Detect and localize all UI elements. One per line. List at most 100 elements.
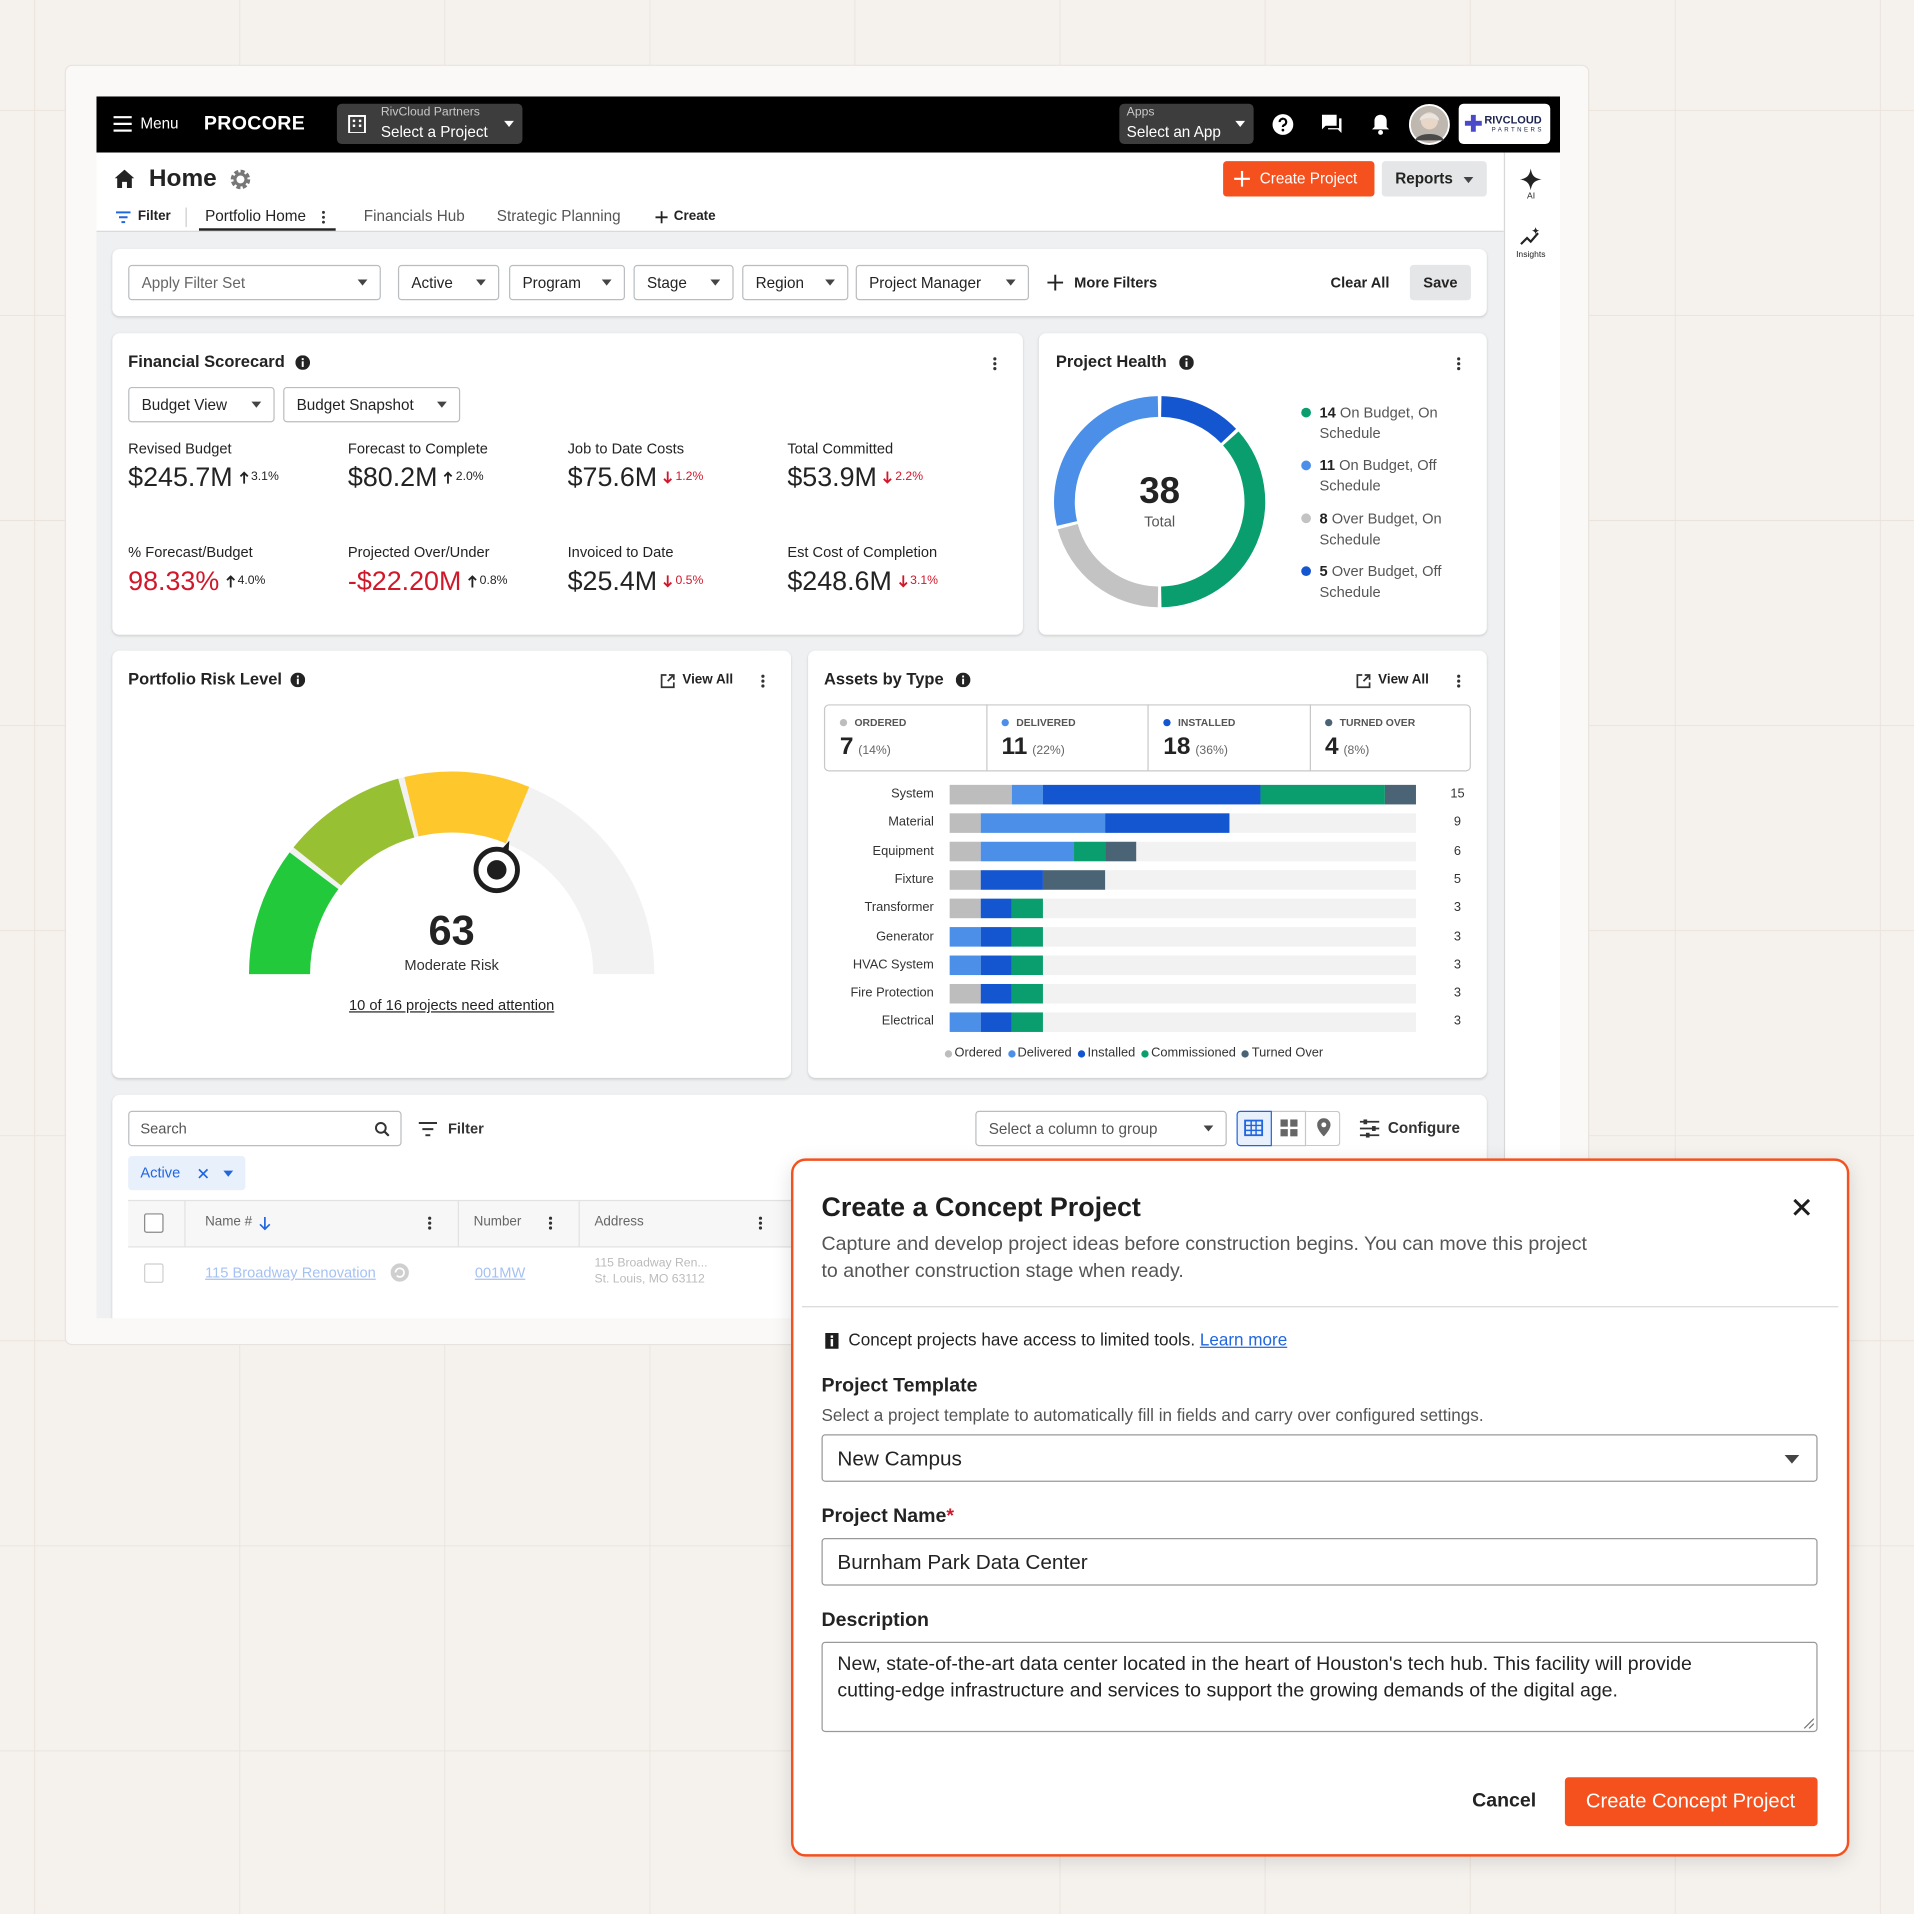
metric-label: Forecast to Complete bbox=[347, 440, 488, 458]
legend-label: Delivered bbox=[1017, 1045, 1072, 1061]
category-label: HVAC System bbox=[852, 957, 934, 972]
row-total: 15 bbox=[1450, 786, 1465, 802]
ext-box bbox=[660, 674, 675, 689]
bar-track bbox=[949, 927, 1416, 947]
info-dot bbox=[962, 675, 965, 678]
configure-button[interactable]: Configure bbox=[1387, 1119, 1460, 1137]
app-picker[interactable] bbox=[1119, 103, 1254, 145]
kebab-menu[interactable] bbox=[760, 674, 765, 689]
view-all[interactable]: View All bbox=[682, 672, 734, 688]
name-label: Project Name bbox=[821, 1506, 947, 1528]
bar-segment bbox=[949, 927, 981, 947]
project-link[interactable]: 115 Broadway Renovation bbox=[205, 1263, 376, 1282]
checkbox[interactable] bbox=[144, 1213, 164, 1233]
tab-create[interactable]: Create bbox=[673, 208, 716, 224]
metric-value: -$22.20M bbox=[347, 565, 462, 596]
caret bbox=[251, 401, 262, 408]
checkbox[interactable] bbox=[144, 1263, 164, 1283]
view-select[interactable]: Budget View bbox=[128, 386, 275, 423]
legend-dot bbox=[1077, 1049, 1086, 1058]
metric-change: 4.0% bbox=[237, 573, 266, 587]
legend-dot bbox=[1301, 407, 1311, 418]
filter-select[interactable]: Active bbox=[397, 264, 500, 301]
bar-segment bbox=[980, 813, 1106, 833]
select-text: Select a column to group bbox=[988, 1119, 1158, 1138]
bar-segment bbox=[1011, 1012, 1043, 1032]
submit-button[interactable] bbox=[1564, 1777, 1818, 1827]
learn-more-link[interactable]: Learn more bbox=[1199, 1329, 1288, 1350]
charts bbox=[249, 396, 1416, 1032]
project-select: Select a Project bbox=[380, 123, 488, 141]
sidebar-label: AI bbox=[1527, 192, 1536, 201]
view-map[interactable] bbox=[1306, 1110, 1341, 1147]
chip-remove[interactable] bbox=[198, 1168, 209, 1179]
bar-segment bbox=[980, 898, 1012, 919]
search-box[interactable] bbox=[128, 1110, 402, 1147]
tab[interactable]: Financials Hub bbox=[363, 207, 465, 225]
menu-label[interactable]: Menu bbox=[140, 114, 179, 133]
modal-description: Capture and develop project ideas before… bbox=[821, 1234, 1587, 1255]
filter-button[interactable]: Filter bbox=[447, 1119, 484, 1138]
tab-filter[interactable]: Filter bbox=[137, 208, 171, 224]
legend-item: Commissioned bbox=[1141, 1045, 1236, 1061]
bar-segment bbox=[949, 841, 981, 862]
kebab-menu[interactable] bbox=[1456, 356, 1461, 371]
filter-select[interactable]: Apply Filter Set bbox=[128, 264, 381, 301]
name-input[interactable] bbox=[821, 1538, 1818, 1586]
kebab-menu[interactable] bbox=[992, 356, 997, 371]
legend-count: 8 bbox=[1319, 509, 1328, 527]
ext-arrow bbox=[1362, 674, 1371, 682]
summary-share: (8%) bbox=[1343, 743, 1370, 758]
field-label: Project Template bbox=[821, 1375, 978, 1397]
tab[interactable]: Strategic Planning bbox=[496, 207, 621, 225]
summary-dot bbox=[1325, 718, 1333, 727]
filter-text: Stage bbox=[646, 274, 687, 292]
view-grid[interactable] bbox=[1271, 1110, 1307, 1147]
attention-link[interactable]: 10 of 16 projects need attention bbox=[349, 996, 555, 1014]
summary-stat: 4 (8%) bbox=[1325, 732, 1369, 763]
metric-label: Job to Date Costs bbox=[567, 440, 685, 458]
bar-segment bbox=[980, 1012, 1012, 1032]
view-all[interactable]: View All bbox=[1378, 672, 1429, 688]
cancel-button[interactable]: Cancel bbox=[1472, 1790, 1537, 1812]
legend-count: 14 bbox=[1319, 404, 1336, 422]
ai-icon[interactable] bbox=[1519, 168, 1542, 191]
template-select[interactable] bbox=[821, 1434, 1818, 1482]
project-picker[interactable] bbox=[336, 103, 523, 145]
app-select: Select an App bbox=[1126, 123, 1221, 141]
more-filters[interactable]: More Filters bbox=[1074, 274, 1158, 292]
tab[interactable]: Portfolio Home bbox=[205, 207, 307, 225]
address: 115 Broadway Ren... bbox=[594, 1256, 708, 1271]
gauge-band bbox=[404, 771, 530, 844]
view-table[interactable] bbox=[1236, 1110, 1272, 1147]
caret bbox=[357, 279, 368, 286]
bar-segment bbox=[949, 983, 981, 1004]
name-value: Burnham Park Data Center bbox=[837, 1550, 1088, 1574]
save-button[interactable] bbox=[1409, 264, 1471, 301]
row-total: 9 bbox=[1453, 815, 1462, 830]
view-select[interactable]: Budget Snapshot bbox=[283, 386, 461, 423]
chat-icon[interactable] bbox=[1321, 114, 1343, 135]
description-input[interactable] bbox=[821, 1641, 1818, 1733]
close-button[interactable] bbox=[1793, 1198, 1811, 1216]
group-select[interactable]: Select a column to group bbox=[975, 1110, 1227, 1147]
filter-select[interactable]: Project Manager bbox=[855, 264, 1030, 301]
avatar[interactable] bbox=[1408, 104, 1451, 146]
filter-select[interactable]: Program bbox=[509, 264, 625, 301]
insights-icon[interactable] bbox=[1520, 227, 1542, 247]
partner-name: RIVCLOUD bbox=[1484, 113, 1542, 127]
gauge-band bbox=[249, 852, 339, 975]
filter-select[interactable]: Stage bbox=[633, 264, 734, 301]
metric-value: $245.7M bbox=[128, 461, 233, 493]
arrow bbox=[883, 471, 893, 484]
create-project-label: Create Project bbox=[1259, 169, 1358, 187]
kebab-menu[interactable] bbox=[1456, 674, 1461, 689]
legend-item: Delivered bbox=[1007, 1045, 1072, 1061]
settings-icon[interactable] bbox=[229, 168, 251, 190]
clear-all[interactable]: Clear All bbox=[1330, 274, 1390, 292]
filter-select[interactable]: Region bbox=[742, 264, 849, 301]
help-icon[interactable] bbox=[1272, 114, 1294, 136]
bell-icon[interactable] bbox=[1371, 112, 1391, 135]
